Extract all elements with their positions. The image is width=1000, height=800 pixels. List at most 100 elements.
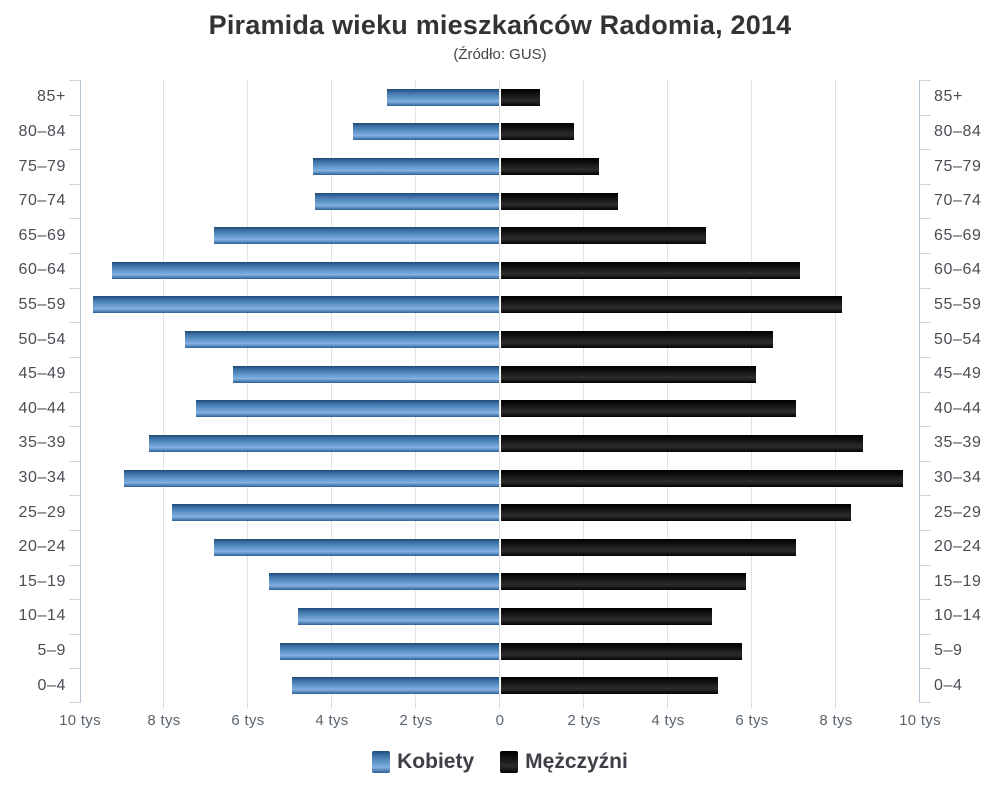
age-label-right-0–4: 0–4 xyxy=(934,676,963,694)
bar-mezczyzni-65–69[interactable] xyxy=(501,227,706,245)
age-label-right-70–74: 70–74 xyxy=(934,192,982,210)
category-tick-right xyxy=(920,634,931,635)
age-label-left-30–34: 30–34 xyxy=(18,469,66,487)
category-tick-right xyxy=(920,426,931,427)
category-tick-right xyxy=(920,322,931,323)
gridline xyxy=(163,80,164,703)
legend: Kobiety Mężczyźni xyxy=(0,750,1000,774)
category-tick-left xyxy=(69,495,80,496)
bar-mezczyzni-45–49[interactable] xyxy=(501,365,757,383)
bar-mezczyzni-30–34[interactable] xyxy=(501,469,904,487)
bar-kobiety-85+[interactable] xyxy=(386,88,499,106)
age-label-right-30–34: 30–34 xyxy=(934,469,982,487)
bar-kobiety-15–19[interactable] xyxy=(269,573,499,591)
category-tick-left xyxy=(69,565,80,566)
legend-item-mezczyzni[interactable]: Mężczyźni xyxy=(500,750,628,774)
x-axis-label: 4 tys xyxy=(315,712,349,729)
bar-kobiety-30–34[interactable] xyxy=(124,469,499,487)
legend-item-kobiety[interactable]: Kobiety xyxy=(372,750,474,774)
x-axis-tick xyxy=(163,703,164,708)
age-label-left-65–69: 65–69 xyxy=(18,226,66,244)
bar-kobiety-5–9[interactable] xyxy=(279,642,499,660)
bar-mezczyzni-60–64[interactable] xyxy=(501,261,801,279)
age-label-right-35–39: 35–39 xyxy=(934,434,982,452)
bar-mezczyzni-75–79[interactable] xyxy=(501,158,599,176)
bar-kobiety-65–69[interactable] xyxy=(214,227,499,245)
x-axis-label: 6 tys xyxy=(231,712,265,729)
bar-kobiety-60–64[interactable] xyxy=(111,261,499,279)
category-tick-right xyxy=(920,599,931,600)
age-label-left-20–24: 20–24 xyxy=(18,538,66,556)
category-tick-right xyxy=(920,461,931,462)
bar-kobiety-70–74[interactable] xyxy=(315,192,499,210)
age-label-right-80–84: 80–84 xyxy=(934,122,982,140)
category-tick-left xyxy=(69,668,80,669)
bar-kobiety-75–79[interactable] xyxy=(313,158,499,176)
bar-mezczyzni-5–9[interactable] xyxy=(501,642,742,660)
gridline xyxy=(499,80,500,703)
x-axis-tick xyxy=(247,703,248,708)
bar-mezczyzni-35–39[interactable] xyxy=(501,434,864,452)
x-axis-label: 2 tys xyxy=(567,712,601,729)
category-tick-left xyxy=(69,149,80,150)
category-tick-left xyxy=(69,392,80,393)
category-tick-right xyxy=(920,253,931,254)
bar-mezczyzni-25–29[interactable] xyxy=(501,504,851,522)
bar-mezczyzni-50–54[interactable] xyxy=(501,331,773,349)
category-tick-right xyxy=(920,668,931,669)
bar-kobiety-35–39[interactable] xyxy=(149,434,499,452)
bar-kobiety-10–14[interactable] xyxy=(298,607,499,625)
age-label-left-10–14: 10–14 xyxy=(18,607,66,625)
category-tick-left xyxy=(69,702,80,703)
category-tick-left xyxy=(69,530,80,531)
bar-mezczyzni-10–14[interactable] xyxy=(501,607,713,625)
bar-kobiety-50–54[interactable] xyxy=(185,331,499,349)
category-tick-left xyxy=(69,253,80,254)
gridline xyxy=(415,80,416,703)
gridline xyxy=(331,80,332,703)
category-tick-right xyxy=(920,357,931,358)
category-tick-left xyxy=(69,80,80,81)
bar-kobiety-80–84[interactable] xyxy=(353,123,499,141)
age-label-left-80–84: 80–84 xyxy=(18,122,66,140)
gridline xyxy=(835,80,836,703)
age-label-left-75–79: 75–79 xyxy=(18,157,66,175)
category-tick-right xyxy=(920,184,931,185)
plot-area: 10 tys 8 tys 6 tys 4 tys 2 tys 0 2 tys 4 tys 6 t… xyxy=(19,80,981,729)
category-tick-right xyxy=(920,702,931,703)
category-tick-left xyxy=(69,115,80,116)
x-axis-label: 8 tys xyxy=(819,712,853,729)
category-tick-left xyxy=(69,599,80,600)
bar-kobiety-0–4[interactable] xyxy=(292,677,499,695)
x-axis-tick xyxy=(499,703,500,708)
age-label-right-65–69: 65–69 xyxy=(934,226,982,244)
category-tick-right xyxy=(920,495,931,496)
bar-mezczyzni-20–24[interactable] xyxy=(501,538,797,556)
bar-kobiety-25–29[interactable] xyxy=(172,504,499,522)
x-axis-label: 2 tys xyxy=(399,712,433,729)
age-label-right-60–64: 60–64 xyxy=(934,261,982,279)
bar-kobiety-20–24[interactable] xyxy=(214,538,499,556)
category-tick-right xyxy=(920,288,931,289)
bar-mezczyzni-40–44[interactable] xyxy=(501,400,797,418)
age-label-left-5–9: 5–9 xyxy=(37,642,66,660)
x-axis-tick xyxy=(667,703,668,708)
bar-mezczyzni-55–59[interactable] xyxy=(501,296,843,314)
bar-mezczyzni-80–84[interactable] xyxy=(501,123,574,141)
bar-mezczyzni-85+[interactable] xyxy=(501,88,540,106)
x-axis-tick xyxy=(331,703,332,708)
age-label-right-50–54: 50–54 xyxy=(934,330,982,348)
bar-kobiety-45–49[interactable] xyxy=(233,365,499,383)
bar-mezczyzni-15–19[interactable] xyxy=(501,573,746,591)
age-label-right-55–59: 55–59 xyxy=(934,295,982,313)
category-tick-right xyxy=(920,530,931,531)
bar-mezczyzni-70–74[interactable] xyxy=(501,192,618,210)
age-label-left-60–64: 60–64 xyxy=(18,261,66,279)
age-label-left-85+: 85+ xyxy=(37,88,66,106)
x-axis-label: 6 tys xyxy=(735,712,769,729)
bar-kobiety-40–44[interactable] xyxy=(195,400,499,418)
category-tick-left xyxy=(69,322,80,323)
bar-mezczyzni-0–4[interactable] xyxy=(501,677,719,695)
bar-kobiety-55–59[interactable] xyxy=(92,296,499,314)
